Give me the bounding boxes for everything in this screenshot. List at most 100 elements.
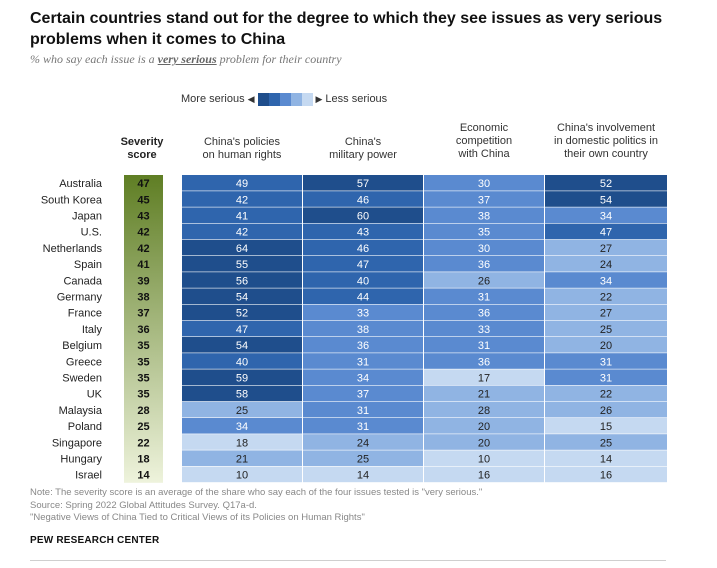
heat-cell-value: 46	[357, 243, 369, 255]
legend-swatch	[290, 92, 302, 106]
heat-cell	[303, 401, 423, 418]
severity-score-value: 18	[137, 454, 149, 466]
heat-cell	[545, 401, 667, 418]
heat-cell	[424, 418, 544, 434]
heat-cell-value: 27	[600, 308, 612, 320]
heat-cell	[424, 191, 544, 207]
row-label-country: UK	[87, 389, 103, 401]
heat-cell	[303, 239, 423, 256]
heat-cell	[182, 466, 302, 483]
heat-cell-value: 56	[236, 275, 248, 287]
severity-score-value: 47	[137, 178, 149, 190]
heat-cell-value: 26	[600, 405, 612, 417]
pew-logo-text: PEW RESEARCH CENTER	[30, 535, 160, 546]
severity-score-value: 38	[137, 292, 149, 304]
heat-cell-value: 31	[600, 356, 612, 368]
row-label-country: Sweden	[62, 373, 102, 385]
row-label-country: Belgium	[62, 340, 102, 352]
heat-cell	[424, 239, 544, 256]
heat-cell	[182, 418, 302, 434]
heat-cell-value: 27	[600, 243, 612, 255]
heat-cell-value: 36	[478, 356, 490, 368]
heat-cell-value: 17	[478, 373, 490, 385]
heat-cell	[182, 450, 302, 466]
heat-cell-value: 33	[357, 308, 369, 320]
legend-left-arrow-icon: ◀	[247, 93, 255, 104]
heat-cell	[303, 418, 423, 434]
heat-cell-value: 58	[236, 389, 248, 401]
heat-cell-value: 20	[478, 437, 490, 449]
heat-cell	[545, 288, 667, 304]
heat-cell	[545, 466, 667, 483]
row-label-country: Poland	[68, 421, 102, 433]
heat-cell-value: 16	[478, 470, 490, 482]
heat-cell	[424, 320, 544, 337]
heat-cell-value: 40	[357, 275, 369, 287]
header-domestic-politics: China's involvement in domestic politics …	[554, 122, 658, 160]
subtitle-prefix: % who say each issue is a	[30, 52, 158, 66]
heat-cell-value: 31	[478, 340, 490, 352]
heat-cell	[545, 385, 667, 402]
heat-cell-value: 28	[478, 405, 490, 417]
heat-cell	[545, 223, 667, 240]
row-label-country: Spain	[74, 259, 102, 271]
header-human-rights: China's policies on human rights	[202, 136, 282, 161]
heat-cell	[303, 450, 423, 466]
heat-cell	[303, 353, 423, 369]
heat-cell-value: 20	[478, 421, 490, 433]
severity-score-value: 14	[137, 470, 150, 482]
heat-cell	[545, 450, 667, 466]
heat-cell	[182, 304, 302, 321]
severity-score-value: 45	[137, 194, 149, 206]
heat-cell-value: 33	[478, 324, 490, 336]
heat-cell-value: 24	[600, 259, 612, 271]
heat-cell-value: 54	[236, 292, 248, 304]
heat-cell	[545, 239, 667, 256]
row-label-country: Canada	[63, 275, 102, 287]
heat-cell-value: 44	[357, 292, 369, 304]
report-title-line: "Negative Views of China Tied to Critica…	[30, 512, 365, 523]
severity-score-value: 39	[137, 275, 149, 287]
severity-score-value: 35	[137, 389, 149, 401]
heat-cell-value: 15	[600, 421, 612, 433]
heat-cell-value: 37	[478, 194, 490, 206]
heat-cell-value: 26	[478, 275, 490, 287]
heat-cell	[424, 369, 544, 385]
header-military-power: China's military power	[329, 136, 397, 161]
color-legend: More serious ◀ ▶ Less serious	[181, 92, 387, 106]
heat-cell-value: 46	[357, 194, 369, 206]
heat-cell-value: 47	[236, 324, 248, 336]
severity-score-value: 41	[137, 259, 149, 271]
severity-score-value: 43	[137, 211, 149, 223]
heat-cell-value: 37	[357, 389, 369, 401]
footer-divider	[30, 560, 666, 561]
severity-score-value: 36	[137, 324, 149, 336]
heat-cell	[424, 434, 544, 450]
heat-cell	[424, 223, 544, 240]
heat-cell	[182, 191, 302, 207]
severity-score-value: 35	[137, 340, 149, 352]
heat-cell	[182, 272, 302, 288]
heat-cell-value: 38	[478, 211, 490, 223]
heat-cell-value: 36	[357, 340, 369, 352]
heat-cell	[182, 175, 302, 191]
heat-cell-value: 34	[600, 211, 612, 223]
heat-cell-value: 31	[357, 356, 369, 368]
heat-cell	[545, 353, 667, 369]
heat-cell-value: 57	[357, 178, 369, 190]
row-label-country: Netherlands	[43, 243, 103, 255]
heat-cell-value: 43	[357, 227, 369, 239]
heat-cell	[545, 418, 667, 434]
heat-cell-value: 60	[357, 211, 369, 223]
heat-cell-value: 30	[478, 178, 490, 190]
heat-cell	[182, 385, 302, 402]
severity-score-value: 42	[137, 227, 149, 239]
heat-cell	[424, 256, 544, 272]
heat-cell	[182, 256, 302, 272]
heat-cell-value: 38	[357, 324, 369, 336]
heat-cell-value: 31	[478, 292, 490, 304]
heat-cell-value: 14	[600, 454, 612, 466]
row-label-country: Israel	[75, 470, 102, 482]
note-line: Note: The severity score is an average o…	[30, 487, 483, 498]
heat-cell-value: 30	[478, 243, 490, 255]
